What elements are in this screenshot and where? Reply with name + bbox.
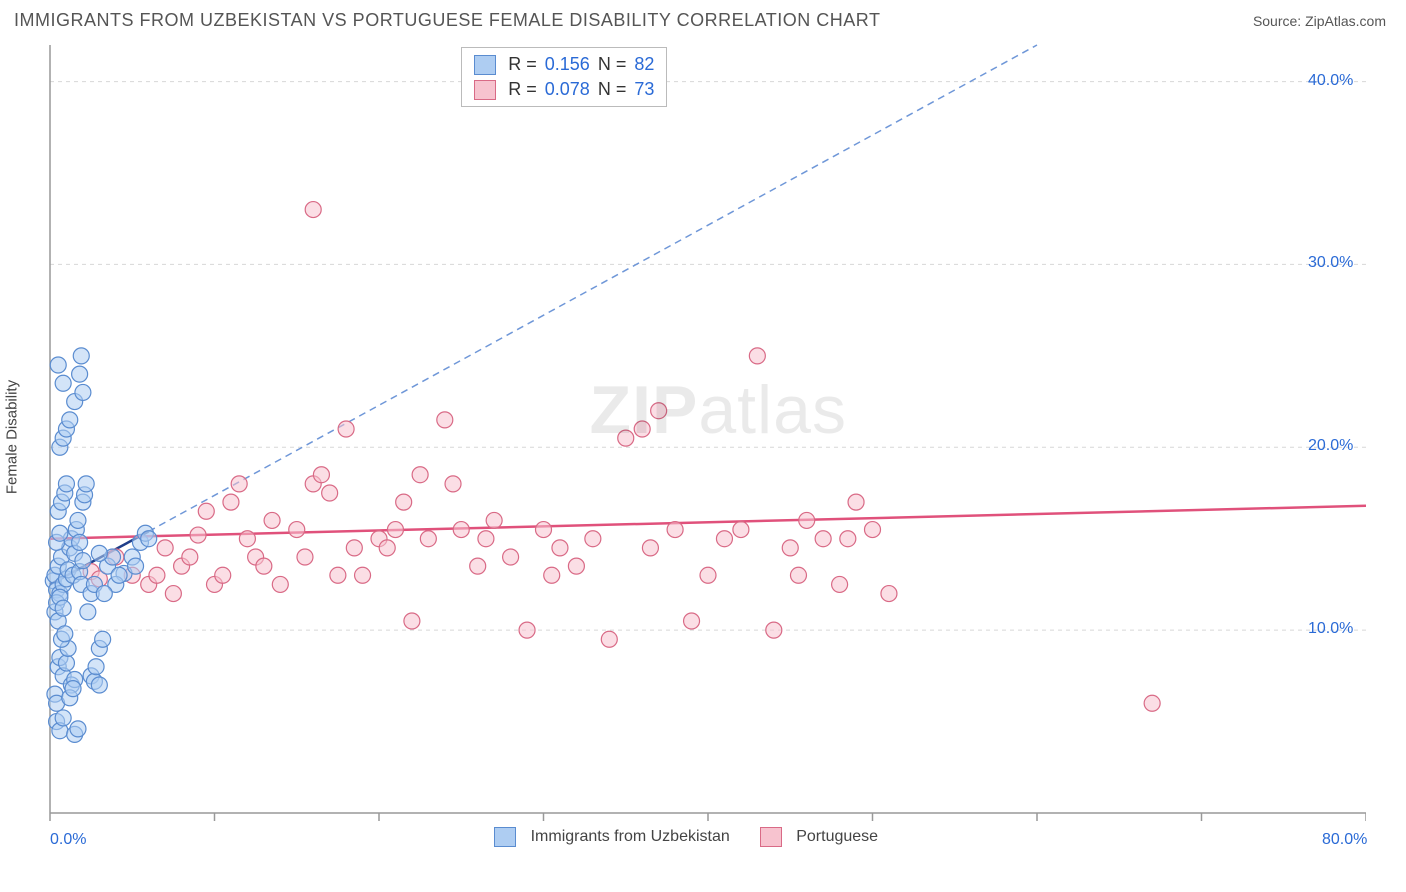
chart-container: Female Disability ZIPatlas R = 0.156 N =…: [36, 39, 1386, 834]
chart-title: IMMIGRANTS FROM UZBEKISTAN VS PORTUGUESE…: [14, 10, 880, 31]
legend-swatch: [760, 827, 782, 847]
y-tick-label: 40.0%: [1308, 72, 1353, 90]
source-attribution: Source: ZipAtlas.com: [1253, 13, 1386, 29]
n-value: 73: [634, 79, 654, 100]
x-tick-label: 0.0%: [50, 831, 86, 849]
y-tick-label: 10.0%: [1308, 620, 1353, 638]
legend-swatch: [474, 55, 496, 75]
legend-swatch: [474, 80, 496, 100]
y-axis-label: Female Disability: [4, 379, 21, 493]
r-value: 0.156: [545, 54, 590, 75]
correlation-stats-box: R = 0.156 N = 82 R = 0.078 N = 73: [461, 47, 667, 107]
legend-label: Portuguese: [796, 828, 878, 845]
x-tick-label: 80.0%: [1322, 831, 1367, 849]
legend-item-series1: Immigrants from Uzbekistan: [494, 827, 730, 847]
y-tick-label: 20.0%: [1308, 437, 1353, 455]
legend-label: Immigrants from Uzbekistan: [531, 828, 730, 845]
scatter-chart: [36, 39, 1366, 829]
n-value: 82: [634, 54, 654, 75]
legend-swatch: [494, 827, 516, 847]
n-label: N =: [598, 79, 627, 100]
r-label: R =: [508, 54, 537, 75]
source-name: ZipAtlas.com: [1305, 13, 1386, 29]
y-tick-label: 30.0%: [1308, 254, 1353, 272]
series-legend: Immigrants from Uzbekistan Portuguese: [494, 827, 878, 847]
source-prefix: Source:: [1253, 13, 1305, 29]
r-label: R =: [508, 79, 537, 100]
r-value: 0.078: [545, 79, 590, 100]
legend-item-series2: Portuguese: [760, 827, 878, 847]
n-label: N =: [598, 54, 627, 75]
